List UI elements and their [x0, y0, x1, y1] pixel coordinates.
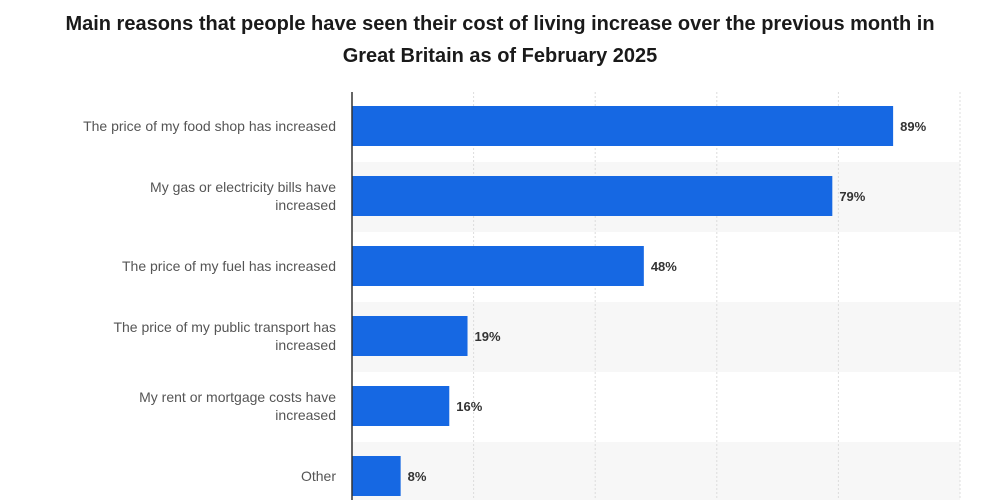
category-label: My gas or electricity bills have increase… — [150, 179, 336, 213]
category-label: The price of my public transport has incr… — [113, 319, 336, 353]
value-label: 16% — [456, 399, 482, 414]
bar[interactable] — [352, 176, 833, 216]
bar[interactable] — [352, 316, 468, 356]
row-band — [352, 442, 960, 500]
category-label: The price of my food shop has increased — [83, 118, 336, 134]
value-label: 79% — [839, 189, 865, 204]
bar[interactable] — [352, 246, 644, 286]
chart-title: Main reasons that people have seen their… — [65, 13, 935, 67]
bar[interactable] — [352, 456, 401, 496]
category-label: My rent or mortgage costs have increased — [139, 389, 336, 423]
value-label: 48% — [651, 259, 677, 274]
category-label: The price of my fuel has increased — [122, 258, 336, 274]
value-label: 89% — [900, 119, 926, 134]
bar[interactable] — [352, 106, 894, 146]
bar[interactable] — [352, 386, 450, 426]
category-label: Other — [301, 468, 336, 484]
value-label: 19% — [475, 329, 501, 344]
value-label: 8% — [408, 469, 427, 484]
